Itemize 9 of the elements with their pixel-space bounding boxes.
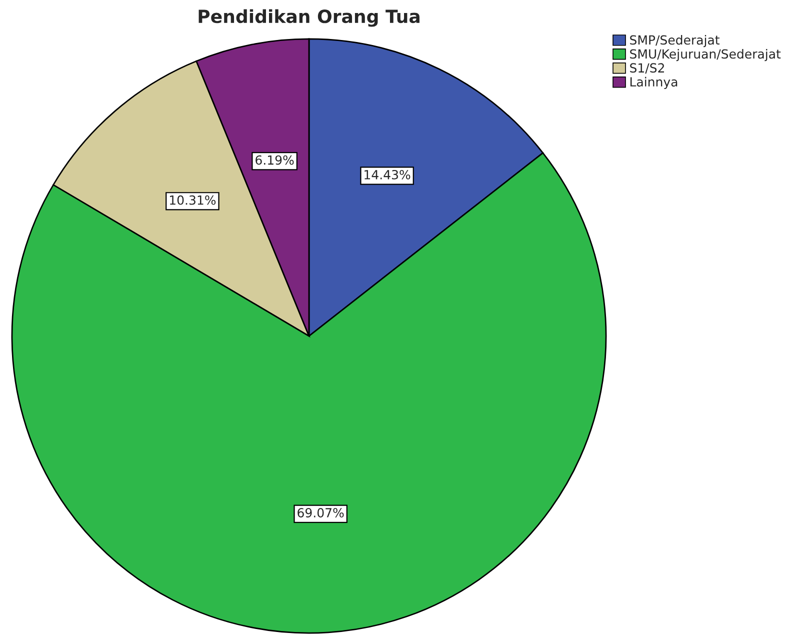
legend-label: S1/S2 xyxy=(630,63,664,74)
chart-title: Pendidikan Orang Tua xyxy=(198,9,420,27)
legend-label: SMU/Kejuruan/Sederajat xyxy=(630,48,781,62)
data-label: 6.19% xyxy=(256,155,294,165)
data-label: 10.31% xyxy=(170,195,216,205)
legend-label: Lainnya xyxy=(630,76,678,90)
data-label: 69.07% xyxy=(298,508,344,518)
legend-label: SMP/Sederajat xyxy=(630,35,720,48)
data-label: 14.43% xyxy=(364,170,410,180)
